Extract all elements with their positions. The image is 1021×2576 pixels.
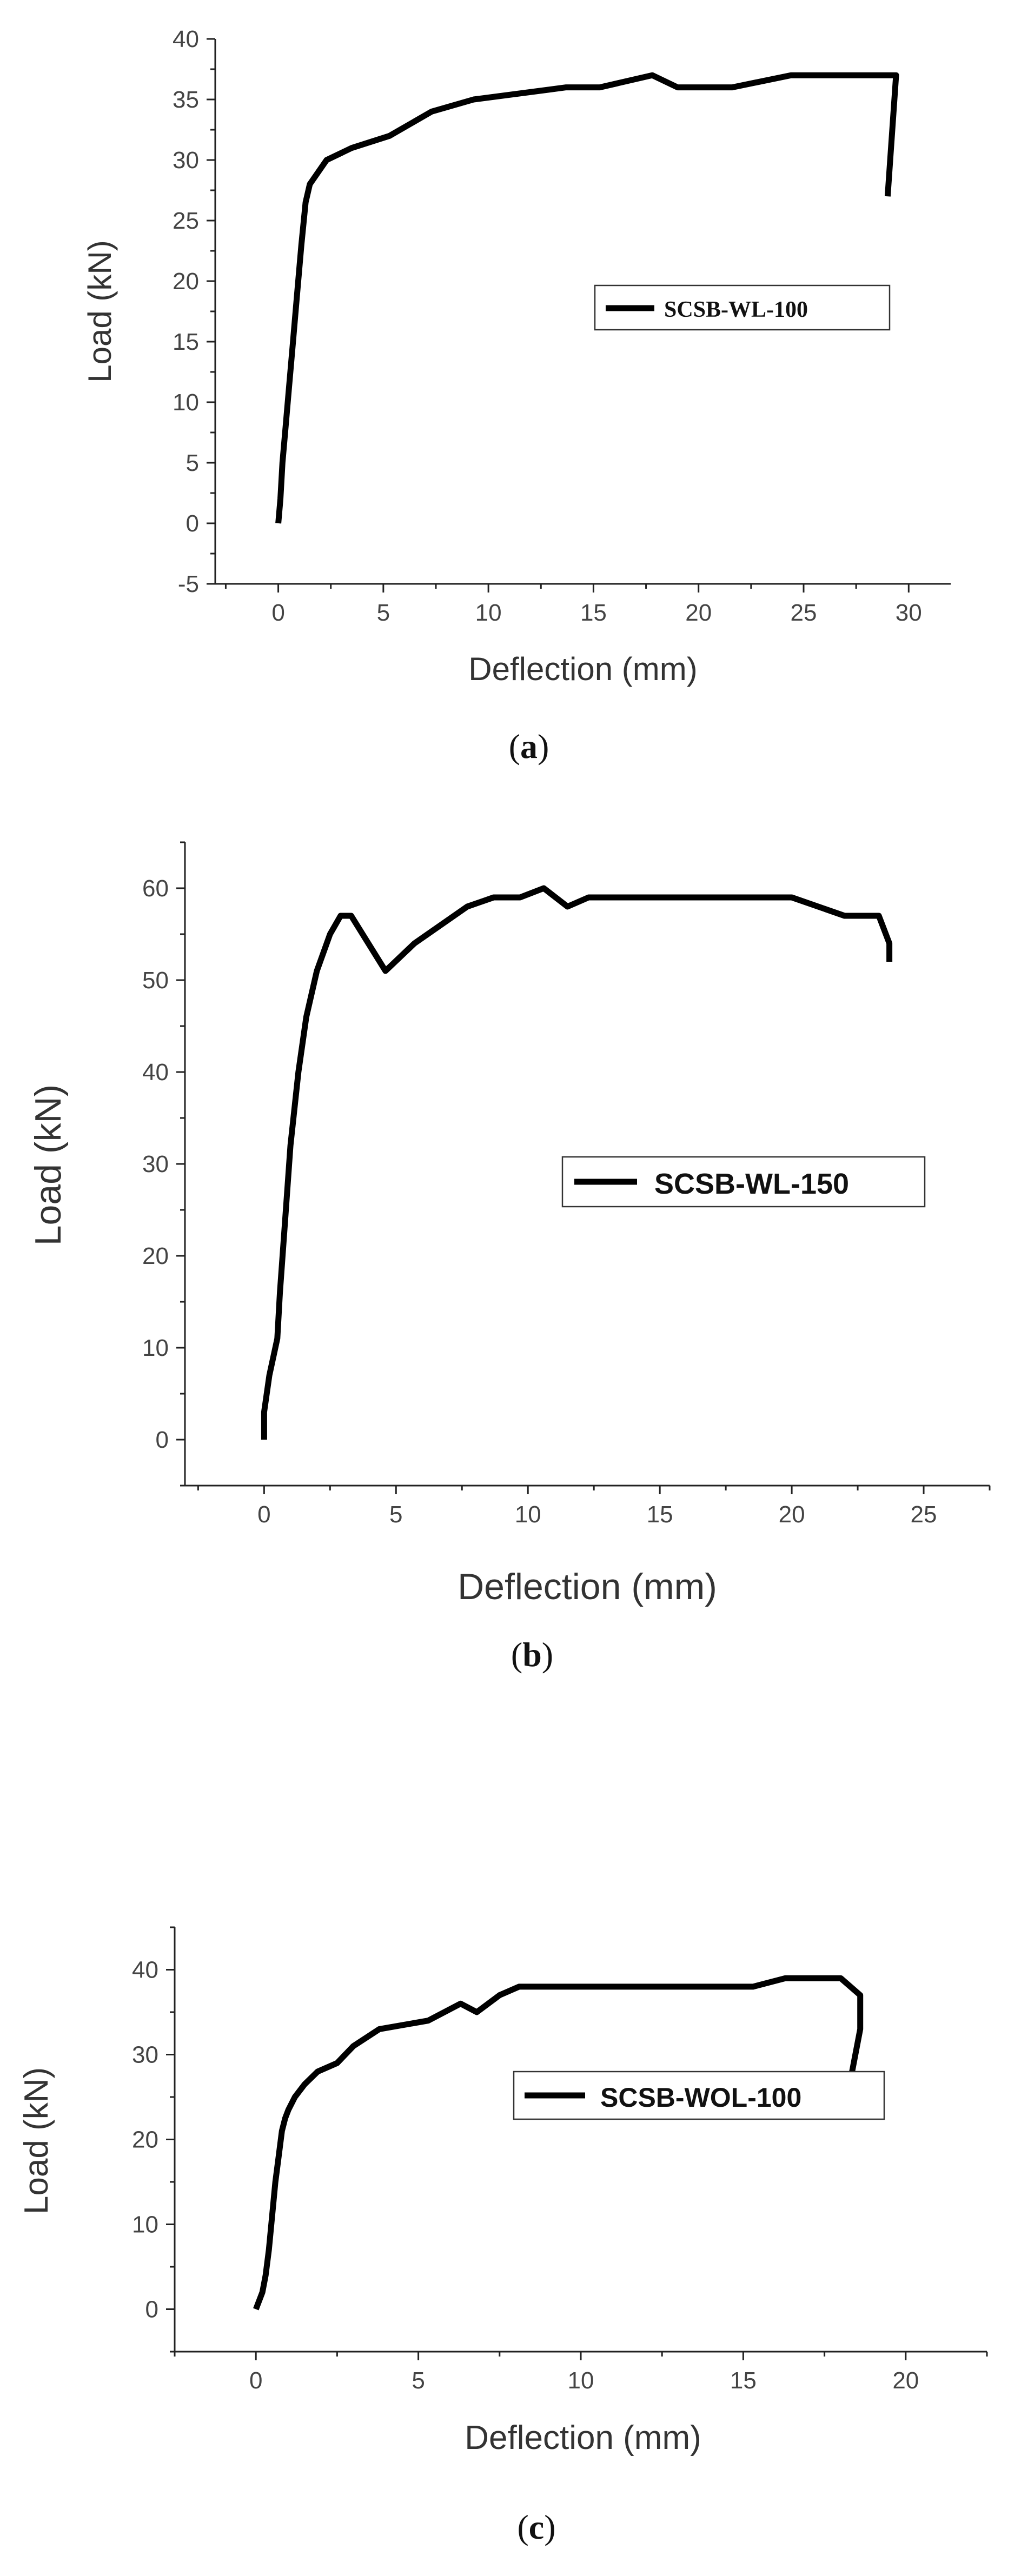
y-tick-label: 10: [132, 2212, 158, 2238]
y-tick-label: 10: [142, 1335, 169, 1361]
x-tick-label: 15: [647, 1501, 673, 1528]
x-tick-label: 25: [911, 1501, 937, 1528]
x-tick-label: 30: [896, 600, 922, 626]
figure-caption: (c): [517, 2508, 555, 2546]
x-tick-label: 15: [580, 600, 607, 626]
x-axis-label: Deflection (mm): [468, 651, 697, 687]
y-tick-label: 40: [132, 1957, 158, 1983]
x-tick-label: 0: [249, 2367, 262, 2394]
series-line: [261, 885, 893, 1440]
x-tick-label: 5: [377, 600, 390, 626]
x-tick-label: 10: [475, 600, 502, 626]
x-tick-label: 20: [892, 2367, 919, 2394]
legend-label: SCSB-WL-100: [664, 297, 808, 322]
chart-a: -5 0 5 10 15 20 25 30 35 40 0 5 10 15 20 25 30 Deflection…: [82, 26, 951, 766]
series-line: [275, 72, 899, 524]
y-tick-label: 0: [186, 510, 199, 537]
y-tick-label: 40: [173, 26, 199, 52]
x-tick-label: 0: [257, 1501, 270, 1528]
chart-b: 0 10 20 30 40 50 60 0 5 10 15 20 25 Deflection (mm) Lo…: [28, 841, 991, 1674]
figure-caption: (b): [511, 1635, 553, 1674]
y-tick-label: 50: [142, 967, 169, 994]
y-axis-label: Load (kN): [82, 240, 118, 382]
y-axis-label: Load (kN): [18, 2067, 55, 2214]
y-tick-label: 0: [156, 1427, 169, 1453]
x-tick-label: 15: [730, 2367, 757, 2394]
x-tick-label: 20: [685, 600, 712, 626]
y-tick-label: 25: [173, 208, 199, 234]
x-tick-label: 5: [389, 1501, 402, 1528]
x-tick-label: 5: [412, 2367, 425, 2394]
x-tick-label: 10: [568, 2367, 594, 2394]
figure-caption: (a): [509, 727, 549, 766]
x-axis-label: Deflection (mm): [465, 2419, 701, 2457]
legend-label: SCSB-WL-150: [654, 1168, 849, 1200]
y-tick-label: 30: [142, 1151, 169, 1177]
legend: SCSB-WOL-100: [513, 2071, 885, 2120]
y-tick-label: -5: [178, 571, 199, 597]
legend-label: SCSB-WOL-100: [600, 2082, 801, 2113]
y-tick-label: 30: [132, 2042, 158, 2068]
y-tick-label: 20: [142, 1243, 169, 1269]
y-tick-label: 40: [142, 1059, 169, 1086]
y-tick-label: 35: [173, 86, 199, 113]
x-tick-label: 20: [779, 1501, 805, 1528]
legend: SCSB-WL-150: [561, 1156, 926, 1208]
y-tick-label: 15: [173, 329, 199, 355]
legend: SCSB-WL-100: [594, 284, 891, 331]
y-axis-label: Load (kN): [28, 1084, 69, 1246]
series-line: [253, 1975, 864, 2311]
y-tick-label: 5: [186, 450, 199, 476]
chart-c: 0 10 20 30 40 0 5 10 15 20 Deflection (mm) Load (kN…: [18, 1926, 988, 2546]
y-tick-label: 20: [132, 2127, 158, 2153]
x-tick-label: 0: [271, 600, 284, 626]
y-tick-label: 60: [142, 875, 169, 902]
x-axis-label: Deflection (mm): [458, 1566, 717, 1607]
x-tick-label: 25: [791, 600, 817, 626]
y-tick-label: 30: [173, 147, 199, 174]
x-tick-label: 10: [515, 1501, 541, 1528]
y-tick-label: 10: [173, 389, 199, 416]
y-tick-label: 0: [145, 2297, 158, 2323]
y-tick-label: 20: [173, 268, 199, 295]
